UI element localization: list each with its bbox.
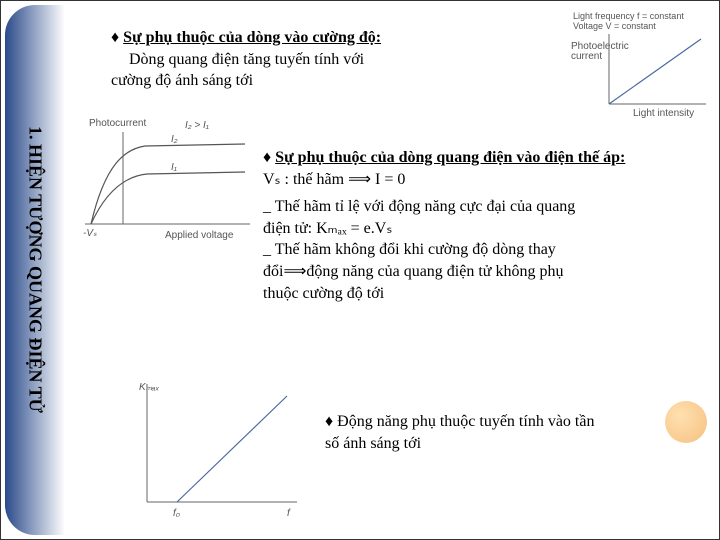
bullet-icon: ♦ xyxy=(325,413,333,430)
section1-line2: cường độ ánh sáng tới xyxy=(111,70,531,92)
sidebar-title: 1. HIỆN TƯỢNG QUANG ĐIỆN TỬ xyxy=(25,30,46,510)
section1-heading: Sự phụ thuộc của dòng vào cường độ: xyxy=(123,29,381,46)
chart-voltage-legend: I₂ > I₁ xyxy=(185,120,209,131)
section3: ♦ Động năng phụ thuộc tuyến tính vào tần… xyxy=(325,411,695,454)
section2-para2-3: thuộc cường độ tới xyxy=(263,283,703,305)
chart-voltage-xlabel: Applied voltage xyxy=(165,230,234,241)
section2-para1-1: _ Thế hãm tỉ lệ với động năng cực đại củ… xyxy=(263,196,703,218)
bullet-icon: ♦ xyxy=(111,29,119,46)
chart-intensity-ylabel: Photoelectriccurrent xyxy=(571,41,629,62)
bullet-icon: ♦ xyxy=(263,149,271,166)
section2: ♦ Sự phụ thuộc của dòng quang điện vào đ… xyxy=(263,147,703,304)
chart-intensity-note1: Light frequency f = constant xyxy=(573,11,684,21)
chart-frequency-xlabel: f xyxy=(287,508,291,519)
section2-para2-1: _ Thế hãm không đổi khi cường độ dòng th… xyxy=(263,239,703,261)
chart-intensity: Light frequency f = constant Voltage V =… xyxy=(571,9,711,119)
section3-text2: số ánh sáng tới xyxy=(325,433,695,455)
chart-voltage: Photocurrent I₂ > I₁ I₂ I₁ -Vₛ Applied v… xyxy=(75,114,255,254)
section1-line1: Dòng quang điện tăng tuyến tính với xyxy=(129,49,531,71)
chart-voltage-ylabel: Photocurrent xyxy=(89,118,146,129)
section3-text1: Động năng phụ thuộc tuyến tính vào tần xyxy=(337,413,594,430)
chart-voltage-i2: I₂ xyxy=(171,134,178,145)
section2-line1: Vₛ : thế hãm ⟹ I = 0 xyxy=(263,169,703,191)
chart-voltage-i1: I₁ xyxy=(171,162,177,173)
sidebar: 1. HIỆN TƯỢNG QUANG ĐIỆN TỬ xyxy=(5,5,65,535)
chart-frequency-f0: f₀ xyxy=(173,508,180,519)
section1: ♦ Sự phụ thuộc của dòng vào cường độ: Dò… xyxy=(111,27,531,92)
section2-para1-2: điện tử: Kₘₐₓ = e.Vₛ xyxy=(263,218,703,240)
chart-intensity-xlabel: Light intensity xyxy=(633,108,694,119)
section2-para2-2: đổi⟹động năng của quang điện tử không ph… xyxy=(263,261,703,283)
chart-frequency: Kₘₐₓ f₀ f xyxy=(115,374,305,524)
content-area: ♦ Sự phụ thuộc của dòng vào cường độ: Dò… xyxy=(75,9,711,531)
chart-frequency-ylabel: Kₘₐₓ xyxy=(139,382,159,393)
chart-intensity-note2: Voltage V = constant xyxy=(573,21,656,31)
section2-heading: Sự phụ thuộc của dòng quang điện vào điệ… xyxy=(275,149,625,166)
chart-voltage-vs: -Vₛ xyxy=(83,228,97,239)
